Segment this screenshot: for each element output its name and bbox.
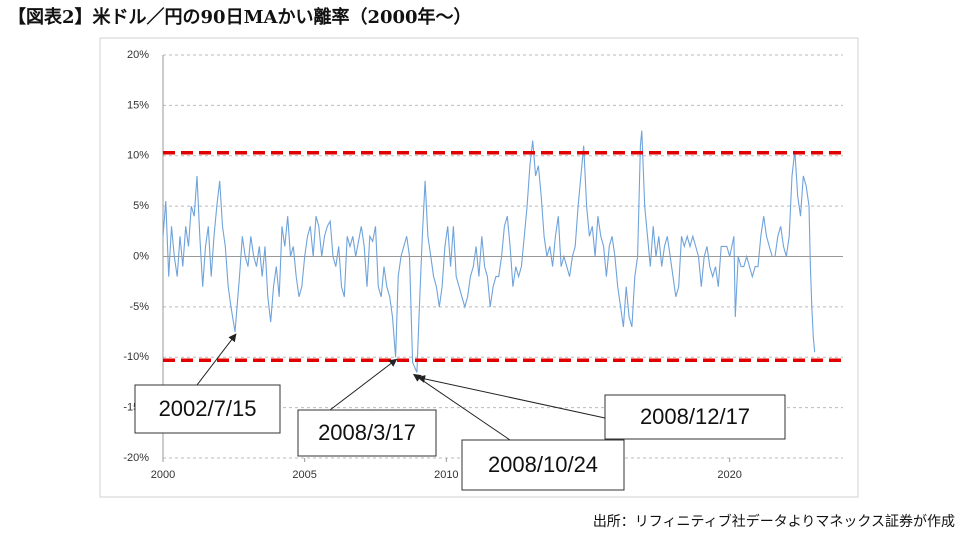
y-tick-label: 15%: [127, 99, 149, 111]
annotation-box: [604, 394, 786, 440]
y-tick-label: 20%: [127, 49, 149, 61]
annotation-label: 2002/7/15: [159, 396, 257, 421]
series-line: [162, 130, 816, 373]
annotation-box: [297, 409, 437, 457]
annotation-arrow: [412, 373, 511, 441]
x-tick-label: 2000: [151, 469, 175, 481]
annotation-box: [134, 384, 281, 434]
y-tick-label: 0%: [133, 250, 149, 262]
chart-title: 【図表2】米ドル／円の90日MAかい離率（2000年〜）: [8, 6, 472, 28]
annotation-label: 2008/12/17: [640, 404, 750, 429]
x-tick-label: 2010: [434, 469, 458, 481]
y-tick-label: 5%: [133, 200, 149, 212]
y-tick-label: -10%: [123, 351, 149, 363]
x-tick-label: 2020: [717, 469, 741, 481]
annotation-arrow: [196, 333, 237, 386]
y-tick-label: -20%: [123, 452, 149, 464]
annotation-label: 2008/3/17: [318, 420, 416, 445]
annotation-box: [461, 439, 625, 491]
plot-frame: [99, 37, 859, 498]
y-tick-label: -5%: [129, 301, 149, 313]
y-tick-label: 10%: [127, 150, 149, 162]
annotation-arrow: [329, 358, 398, 411]
annotation-label: 2008/10/24: [488, 452, 598, 477]
source: 出所：リフィニティブ社データよりマネックス証券が作成: [593, 513, 955, 530]
x-tick-label: 2005: [292, 469, 316, 481]
annotation-arrow: [417, 375, 606, 419]
